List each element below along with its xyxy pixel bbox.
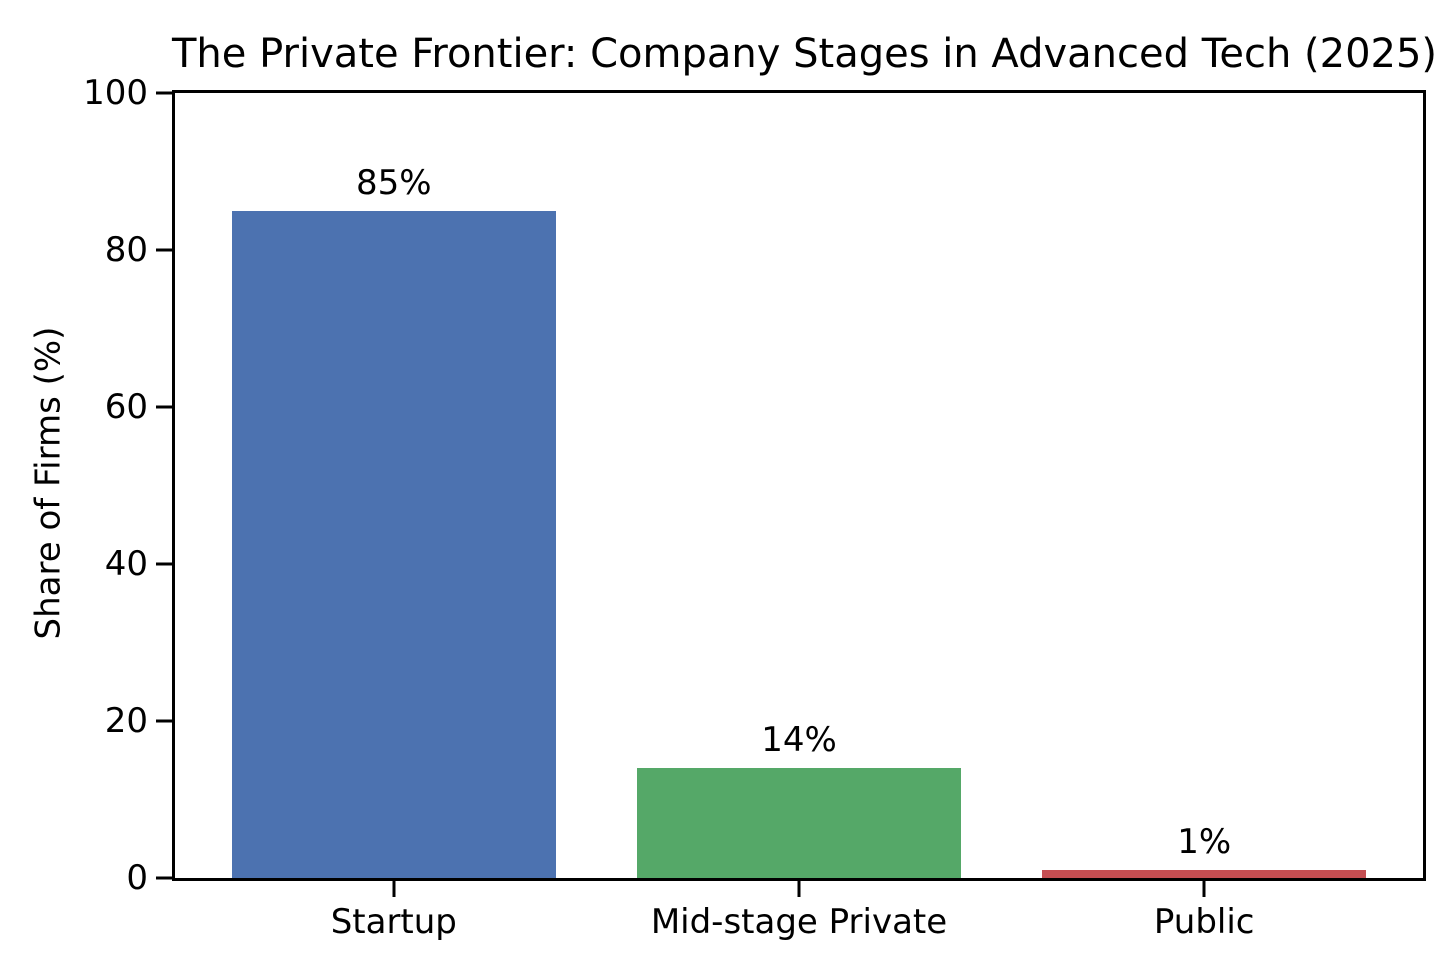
bar-value-label-mid-stage-private: 14% xyxy=(761,720,837,761)
y-tick-label-20: 20 xyxy=(104,701,148,741)
x-tick-mark-mid-stage-private xyxy=(797,881,801,897)
x-tick-mark-public xyxy=(1202,881,1206,897)
bar-value-label-public: 1% xyxy=(1177,822,1232,863)
y-tick-mark-0 xyxy=(156,876,172,880)
x-tick-label-startup: Startup xyxy=(330,902,457,942)
y-tick-mark-80 xyxy=(156,248,172,252)
y-tick-mark-20 xyxy=(156,719,172,723)
y-tick-mark-100 xyxy=(156,91,172,95)
y-tick-label-60: 60 xyxy=(104,387,148,427)
y-tick-label-80: 80 xyxy=(104,230,148,270)
y-tick-mark-40 xyxy=(156,562,172,566)
y-axis-label-wrap: Share of Firms (%) xyxy=(0,90,96,875)
y-tick-label-0: 0 xyxy=(126,858,148,898)
y-tick-mark-60 xyxy=(156,405,172,409)
chart-title: The Private Frontier: Company Stages in … xyxy=(172,31,1438,77)
bar-value-label-startup: 85% xyxy=(356,162,432,203)
x-tick-label-public: Public xyxy=(1153,902,1255,942)
bar-public xyxy=(1042,870,1367,878)
bar-startup xyxy=(231,210,556,878)
y-axis-label: Share of Firms (%) xyxy=(28,326,69,639)
x-tick-mark-startup xyxy=(392,881,396,897)
y-tick-label-100: 100 xyxy=(83,73,148,113)
y-tick-label-40: 40 xyxy=(104,544,148,584)
x-tick-label-mid-stage-private: Mid-stage Private xyxy=(650,902,948,942)
plot-area: 0 20 40 60 80 100 85% 14% 1% Startup Mid-stage P… xyxy=(83,76,1426,939)
bar-mid-stage-private xyxy=(636,768,962,878)
